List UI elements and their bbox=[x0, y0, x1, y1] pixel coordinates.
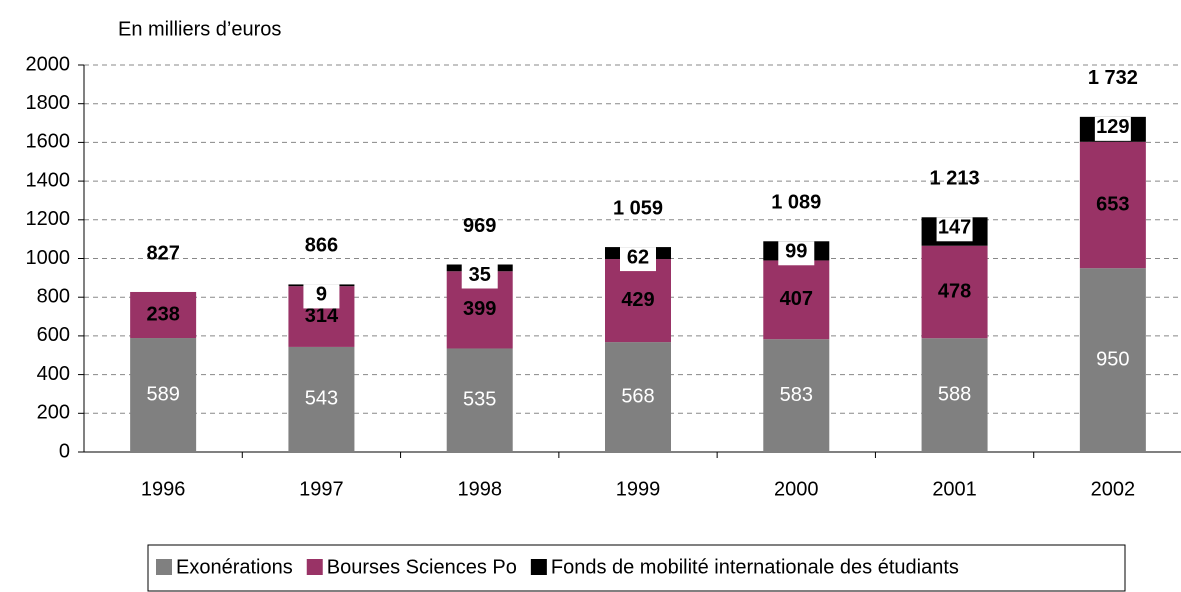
value-label: 399 bbox=[463, 298, 496, 320]
value-label: 35 bbox=[469, 264, 491, 286]
legend-swatch bbox=[306, 559, 323, 575]
y-tick-label: 1200 bbox=[26, 208, 71, 230]
value-label: 568 bbox=[621, 385, 654, 407]
legend-label: Fonds de mobilité internationale des étu… bbox=[551, 556, 959, 578]
y-tick-label: 600 bbox=[37, 324, 70, 346]
value-label: 429 bbox=[621, 289, 654, 311]
x-tick-label: 1999 bbox=[616, 478, 661, 500]
legend-label: Exonérations bbox=[176, 556, 293, 578]
value-label: 238 bbox=[146, 303, 179, 325]
x-tick-label: 1996 bbox=[141, 478, 186, 500]
value-label: 99 bbox=[785, 241, 807, 263]
total-label: 1 089 bbox=[771, 192, 821, 214]
total-label: 969 bbox=[463, 215, 496, 237]
value-label: 314 bbox=[305, 305, 339, 327]
value-label-box bbox=[778, 241, 815, 266]
y-tick-label: 200 bbox=[37, 402, 70, 424]
bar-segment bbox=[921, 245, 988, 339]
x-tick-label: 1997 bbox=[299, 478, 344, 500]
bar-segment bbox=[1079, 141, 1146, 269]
value-label: 407 bbox=[780, 288, 813, 310]
legend-swatch bbox=[530, 559, 547, 575]
value-label: 588 bbox=[938, 383, 971, 405]
bar-segment bbox=[288, 346, 355, 452]
bar-segment bbox=[763, 339, 830, 452]
y-tick-label: 1400 bbox=[26, 169, 71, 191]
axis-label: En milliers d’euros bbox=[118, 18, 281, 40]
value-label: 653 bbox=[1096, 193, 1129, 215]
value-label-box bbox=[461, 264, 498, 289]
bar-segment bbox=[446, 348, 513, 452]
value-label: 535 bbox=[463, 389, 496, 411]
bar-segment bbox=[130, 338, 197, 452]
value-label-box bbox=[620, 247, 656, 272]
value-label-box bbox=[1094, 116, 1131, 141]
total-label: 1 213 bbox=[930, 168, 980, 190]
total-label: 1 059 bbox=[613, 197, 663, 219]
value-label: 589 bbox=[146, 383, 179, 405]
y-tick-label: 400 bbox=[37, 363, 70, 385]
legend-swatch bbox=[156, 559, 172, 575]
bar-segment bbox=[763, 260, 830, 340]
legend-label: Bourses Sciences Po bbox=[327, 556, 517, 578]
value-label: 147 bbox=[938, 217, 971, 239]
total-label: 866 bbox=[305, 235, 338, 257]
bar-segment bbox=[605, 342, 671, 452]
y-tick-label: 1600 bbox=[26, 131, 71, 153]
total-label: 1 732 bbox=[1088, 67, 1138, 89]
value-label: 583 bbox=[780, 384, 813, 406]
total-label: 827 bbox=[146, 242, 179, 264]
value-label: 129 bbox=[1096, 116, 1129, 138]
value-label: 543 bbox=[305, 388, 338, 410]
y-tick-label: 1800 bbox=[26, 92, 71, 114]
bar-segment bbox=[1079, 268, 1146, 452]
y-tick-label: 2000 bbox=[26, 53, 71, 75]
value-label: 9 bbox=[316, 284, 327, 306]
x-tick-label: 2001 bbox=[932, 478, 977, 500]
bar-segment bbox=[605, 259, 671, 343]
x-tick-label: 1998 bbox=[457, 478, 502, 500]
x-tick-label: 2002 bbox=[1091, 478, 1136, 500]
value-label: 478 bbox=[938, 280, 971, 302]
y-tick-label: 800 bbox=[37, 285, 70, 307]
x-tick-label: 2000 bbox=[774, 478, 819, 500]
y-tick-label: 0 bbox=[59, 440, 70, 462]
value-label: 62 bbox=[627, 246, 649, 268]
value-label-box bbox=[936, 217, 973, 242]
y-tick-label: 1000 bbox=[26, 247, 71, 269]
value-label: 950 bbox=[1096, 348, 1129, 370]
value-label-box bbox=[303, 284, 340, 309]
bar-segment bbox=[921, 338, 988, 452]
bar-segment bbox=[130, 291, 197, 339]
